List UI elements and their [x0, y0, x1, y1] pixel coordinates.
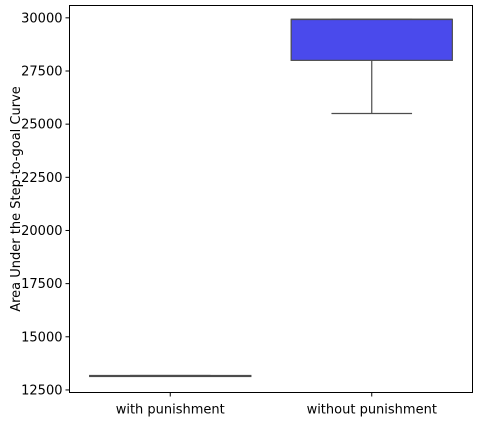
- y-tick-label: 17500: [21, 277, 62, 292]
- x-axis: with punishment without punishment: [116, 392, 437, 418]
- y-tick-label: 25000: [21, 118, 62, 133]
- box-iqr: [290, 18, 453, 61]
- y-tick-label: 12500: [21, 383, 62, 398]
- box-group: [290, 18, 453, 115]
- y-tick-label: 27500: [21, 64, 62, 79]
- x-tick-label: with punishment: [116, 403, 225, 418]
- y-tick-label: 20000: [21, 224, 62, 239]
- y-tick-label: 30000: [21, 11, 62, 26]
- x-tick-label: without punishment: [307, 403, 437, 418]
- box-group: [89, 374, 252, 378]
- boxes-layer: [89, 18, 453, 378]
- y-tick-label: 15000: [21, 330, 62, 345]
- y-axis: 12500 15000 17500 20000 22500 25000 27500 30000: [21, 11, 70, 398]
- y-axis-label: Area Under the Step-to-goal Curve: [9, 86, 24, 312]
- y-tick-label: 22500: [21, 171, 62, 186]
- plot-frame: [69, 5, 473, 393]
